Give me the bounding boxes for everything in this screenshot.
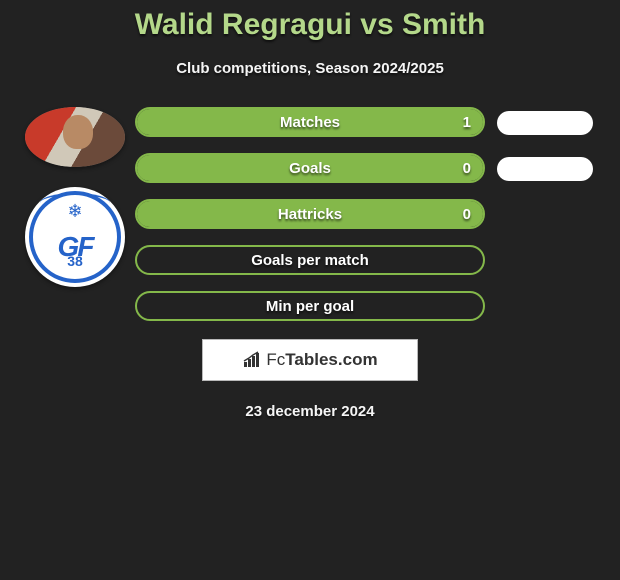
stat-label: Hattricks <box>278 206 342 223</box>
stat-label: Goals per match <box>251 252 369 269</box>
stat-value: 0 <box>463 160 471 177</box>
infographic-container: Walid Regragui vs Smith Club competition… <box>0 0 620 420</box>
brand-rest: Tables.com <box>285 350 377 369</box>
right-column <box>485 107 605 181</box>
brand-prefix: Fc <box>266 350 285 369</box>
page-title: Walid Regragui vs Smith <box>0 8 620 42</box>
footer: FcTables.com 23 december 2024 <box>0 339 620 420</box>
player-avatar <box>25 107 125 167</box>
subtitle: Club competitions, Season 2024/2025 <box>0 60 620 77</box>
main-row: ❄ GF 38 Matches 1 Goals 0 Hattricks 0 Goals pe… <box>0 107 620 321</box>
club-badge: ❄ GF 38 <box>25 187 125 287</box>
stat-row: Min per goal <box>135 291 485 321</box>
blank-pill <box>497 111 593 135</box>
stat-value: 0 <box>463 206 471 223</box>
chart-icon <box>242 351 262 369</box>
avatar-head <box>63 115 93 149</box>
stat-label: Min per goal <box>266 298 354 315</box>
left-column: ❄ GF 38 <box>15 107 135 287</box>
stats-column: Matches 1 Goals 0 Hattricks 0 Goals per match M… <box>135 107 485 321</box>
blank-pill <box>497 157 593 181</box>
brand-text: FcTables.com <box>266 350 377 370</box>
snowflake-icon: ❄ <box>67 201 82 222</box>
stat-row: Goals 0 <box>135 153 485 183</box>
stat-row: Goals per match <box>135 245 485 275</box>
stat-row: Hattricks 0 <box>135 199 485 229</box>
stat-row: Matches 1 <box>135 107 485 137</box>
stat-label: Matches <box>280 114 340 131</box>
date-text: 23 december 2024 <box>245 403 374 420</box>
brand-box: FcTables.com <box>202 339 418 381</box>
stat-value: 1 <box>463 114 471 131</box>
badge-bottom-text: 38 <box>67 253 83 269</box>
stat-label: Goals <box>289 160 331 177</box>
